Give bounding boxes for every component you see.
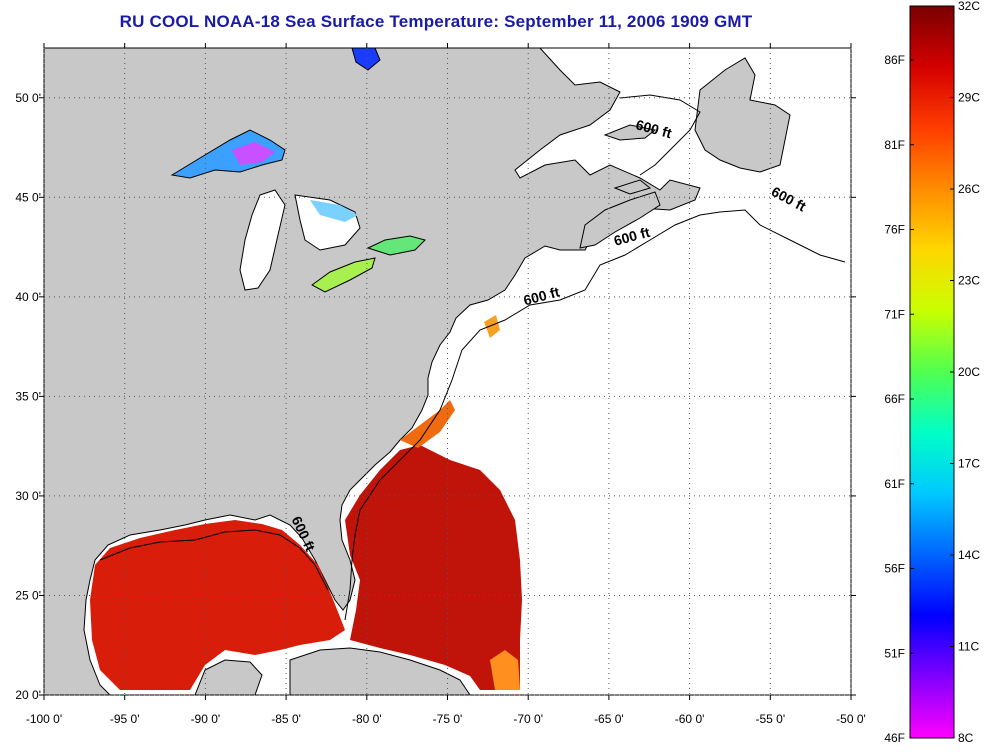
colorbar-celsius-labels: 32C 29C 26C 23C 20C 17C 14C 11C 8C xyxy=(950,0,980,745)
y-tick-label: 40 0' xyxy=(15,290,41,304)
land-pei xyxy=(613,179,652,195)
sst-nj-shelf xyxy=(484,315,500,338)
x-tick-label: -75 0' xyxy=(433,712,463,726)
colorbar-label-f: 61F xyxy=(884,477,905,491)
colorbar-gradient xyxy=(909,5,955,739)
y-tick-label: 50 0' xyxy=(15,91,41,105)
isobath-600ft-gulf xyxy=(99,529,329,591)
sst-gulf-of-mexico xyxy=(90,520,345,690)
x-tick-label: -80 0' xyxy=(352,712,382,726)
colorbar-label-f: 76F xyxy=(884,223,905,237)
y-tick-label: 35 0' xyxy=(15,389,41,403)
colorbar-label-f: 51F xyxy=(884,646,905,660)
colorbar: 86F 81F 76F 71F 66F 61F 56F 51F 46F 32C 29C 26C 23C… xyxy=(884,0,980,745)
y-tick-label: 25 0' xyxy=(15,588,41,602)
y-tick-label: 20 0' xyxy=(15,688,41,702)
lake-huron-sst xyxy=(310,200,358,222)
sst-caribbean-atlantic xyxy=(345,445,522,690)
land-newfoundland xyxy=(694,57,791,173)
x-tick-label: -65 0' xyxy=(594,712,624,726)
land-yucatan xyxy=(194,659,263,695)
y-axis: 20 0' 25 0' 30 0' 35 0' 40 0' 45 0' 50 0' xyxy=(15,91,856,702)
lake-erie xyxy=(311,257,376,293)
colorbar-label-c: 23C xyxy=(958,274,980,288)
isobath-600ft-north xyxy=(619,94,701,176)
land-cuba xyxy=(289,647,471,695)
x-tick-label: -50 0' xyxy=(836,712,866,726)
chart-title: RU COOL NOAA-18 Sea Surface Temperature:… xyxy=(119,12,753,31)
colorbar-label-f: 71F xyxy=(884,307,905,321)
colorbar-label-f: 56F xyxy=(884,562,905,576)
colorbar-label-c: 14C xyxy=(958,548,980,562)
x-tick-label: -95 0' xyxy=(110,712,140,726)
sst-gulf-stream-edge xyxy=(400,400,455,448)
colorbar-label-f: 81F xyxy=(884,138,905,152)
x-tick-label: -90 0' xyxy=(191,712,221,726)
x-tick-label: -70 0' xyxy=(513,712,543,726)
y-tick-label: 30 0' xyxy=(15,489,41,503)
sst-hot-spot xyxy=(490,650,520,690)
land-nova-scotia xyxy=(579,191,661,249)
isobath-600ft xyxy=(344,209,846,621)
lake-michigan xyxy=(239,189,286,291)
y-tick-label: 45 0' xyxy=(15,190,41,204)
sst-james-bay xyxy=(351,48,381,71)
colorbar-label-c: 32C xyxy=(958,0,980,13)
colorbar-label-f: 46F xyxy=(884,731,905,745)
colorbar-label-c: 17C xyxy=(958,457,980,471)
colorbar-label-c: 29C xyxy=(958,91,980,105)
colorbar-label-c: 8C xyxy=(958,731,974,745)
colorbar-fahrenheit-labels: 86F 81F 76F 71F 66F 61F 56F 51F 46F xyxy=(884,53,914,745)
x-tick-label: -85 0' xyxy=(271,712,301,726)
colorbar-label-f: 66F xyxy=(884,392,905,406)
lake-superior-cool-core xyxy=(232,142,275,165)
colorbar-label-c: 11C xyxy=(958,640,979,654)
x-tick-label: -100 0' xyxy=(26,712,62,726)
land-anticosti xyxy=(603,124,657,141)
land-north-america xyxy=(44,48,701,695)
x-axis: -100 0' -95 0' -90 0' -85 0' -80 0' -75 0' -70… xyxy=(26,43,866,726)
lake-ontario xyxy=(366,235,426,256)
colorbar-label-c: 26C xyxy=(958,182,980,196)
lake-superior xyxy=(170,129,286,179)
colorbar-label-f: 86F xyxy=(884,53,905,67)
x-tick-label: -55 0' xyxy=(755,712,785,726)
x-tick-label: -60 0' xyxy=(675,712,705,726)
colorbar-label-c: 20C xyxy=(958,365,980,379)
